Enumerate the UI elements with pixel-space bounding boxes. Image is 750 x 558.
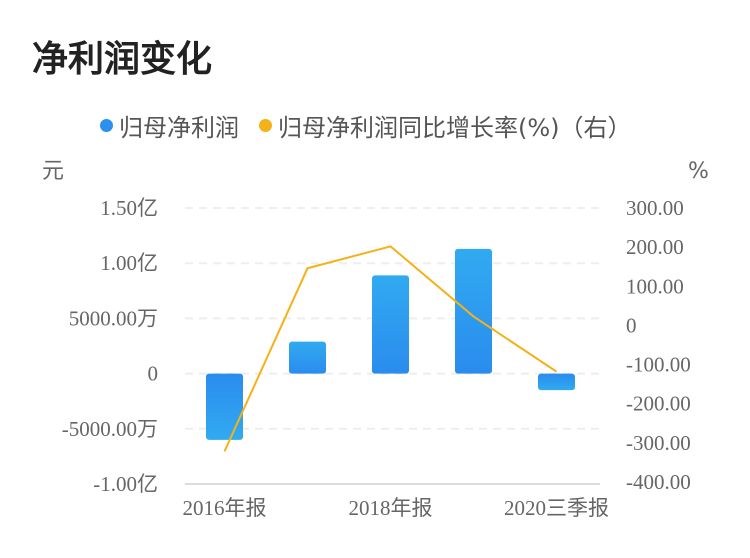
legend-label: 归母净利润 bbox=[119, 114, 239, 142]
left-tick-label: 5000.00万 bbox=[69, 306, 158, 330]
x-tick-label: 2016年报 bbox=[183, 496, 267, 520]
left-tick-label: -1.00亿 bbox=[93, 472, 158, 496]
legend: 归母净利润 归母净利润同比增长率(%)（右） bbox=[100, 108, 652, 143]
legend-dot-icon bbox=[259, 119, 272, 132]
page-title: 净利润变化 bbox=[32, 39, 213, 80]
right-tick-label: -100.00 bbox=[626, 353, 691, 377]
bar-2017年报[interactable] bbox=[289, 341, 326, 374]
x-tick-label: 2020三季报 bbox=[504, 496, 609, 520]
bar-2018年报[interactable] bbox=[372, 275, 409, 374]
legend-item-growth-rate[interactable]: 归母净利润同比增长率(%)（右） bbox=[259, 108, 632, 143]
legend-label: 归母净利润同比增长率(%)（右） bbox=[278, 114, 632, 142]
right-tick-label: 200.00 bbox=[626, 235, 684, 259]
left-tick-label: 1.00亿 bbox=[100, 251, 158, 275]
right-tick-label: 300.00 bbox=[626, 196, 684, 220]
x-tick-label: 2018年报 bbox=[349, 496, 433, 520]
left-axis-unit: 元 bbox=[42, 159, 64, 184]
bar-2019年报[interactable] bbox=[455, 248, 492, 374]
right-tick-label: -200.00 bbox=[626, 392, 691, 416]
right-axis-unit: % bbox=[688, 159, 709, 184]
left-tick-label: -5000.00万 bbox=[62, 417, 158, 441]
left-tick-label: 0 bbox=[148, 362, 159, 386]
legend-item-net-profit[interactable]: 归母净利润 bbox=[100, 108, 239, 143]
bar-2016年报[interactable] bbox=[206, 373, 243, 440]
right-tick-label: -300.00 bbox=[626, 431, 691, 455]
legend-dot-icon bbox=[100, 119, 113, 132]
left-tick-label: 1.50亿 bbox=[100, 196, 158, 220]
bar-2020三季报[interactable] bbox=[538, 373, 575, 391]
right-tick-label: -400.00 bbox=[626, 470, 691, 494]
right-tick-label: 100.00 bbox=[626, 274, 684, 298]
right-tick-label: 0 bbox=[626, 313, 637, 337]
